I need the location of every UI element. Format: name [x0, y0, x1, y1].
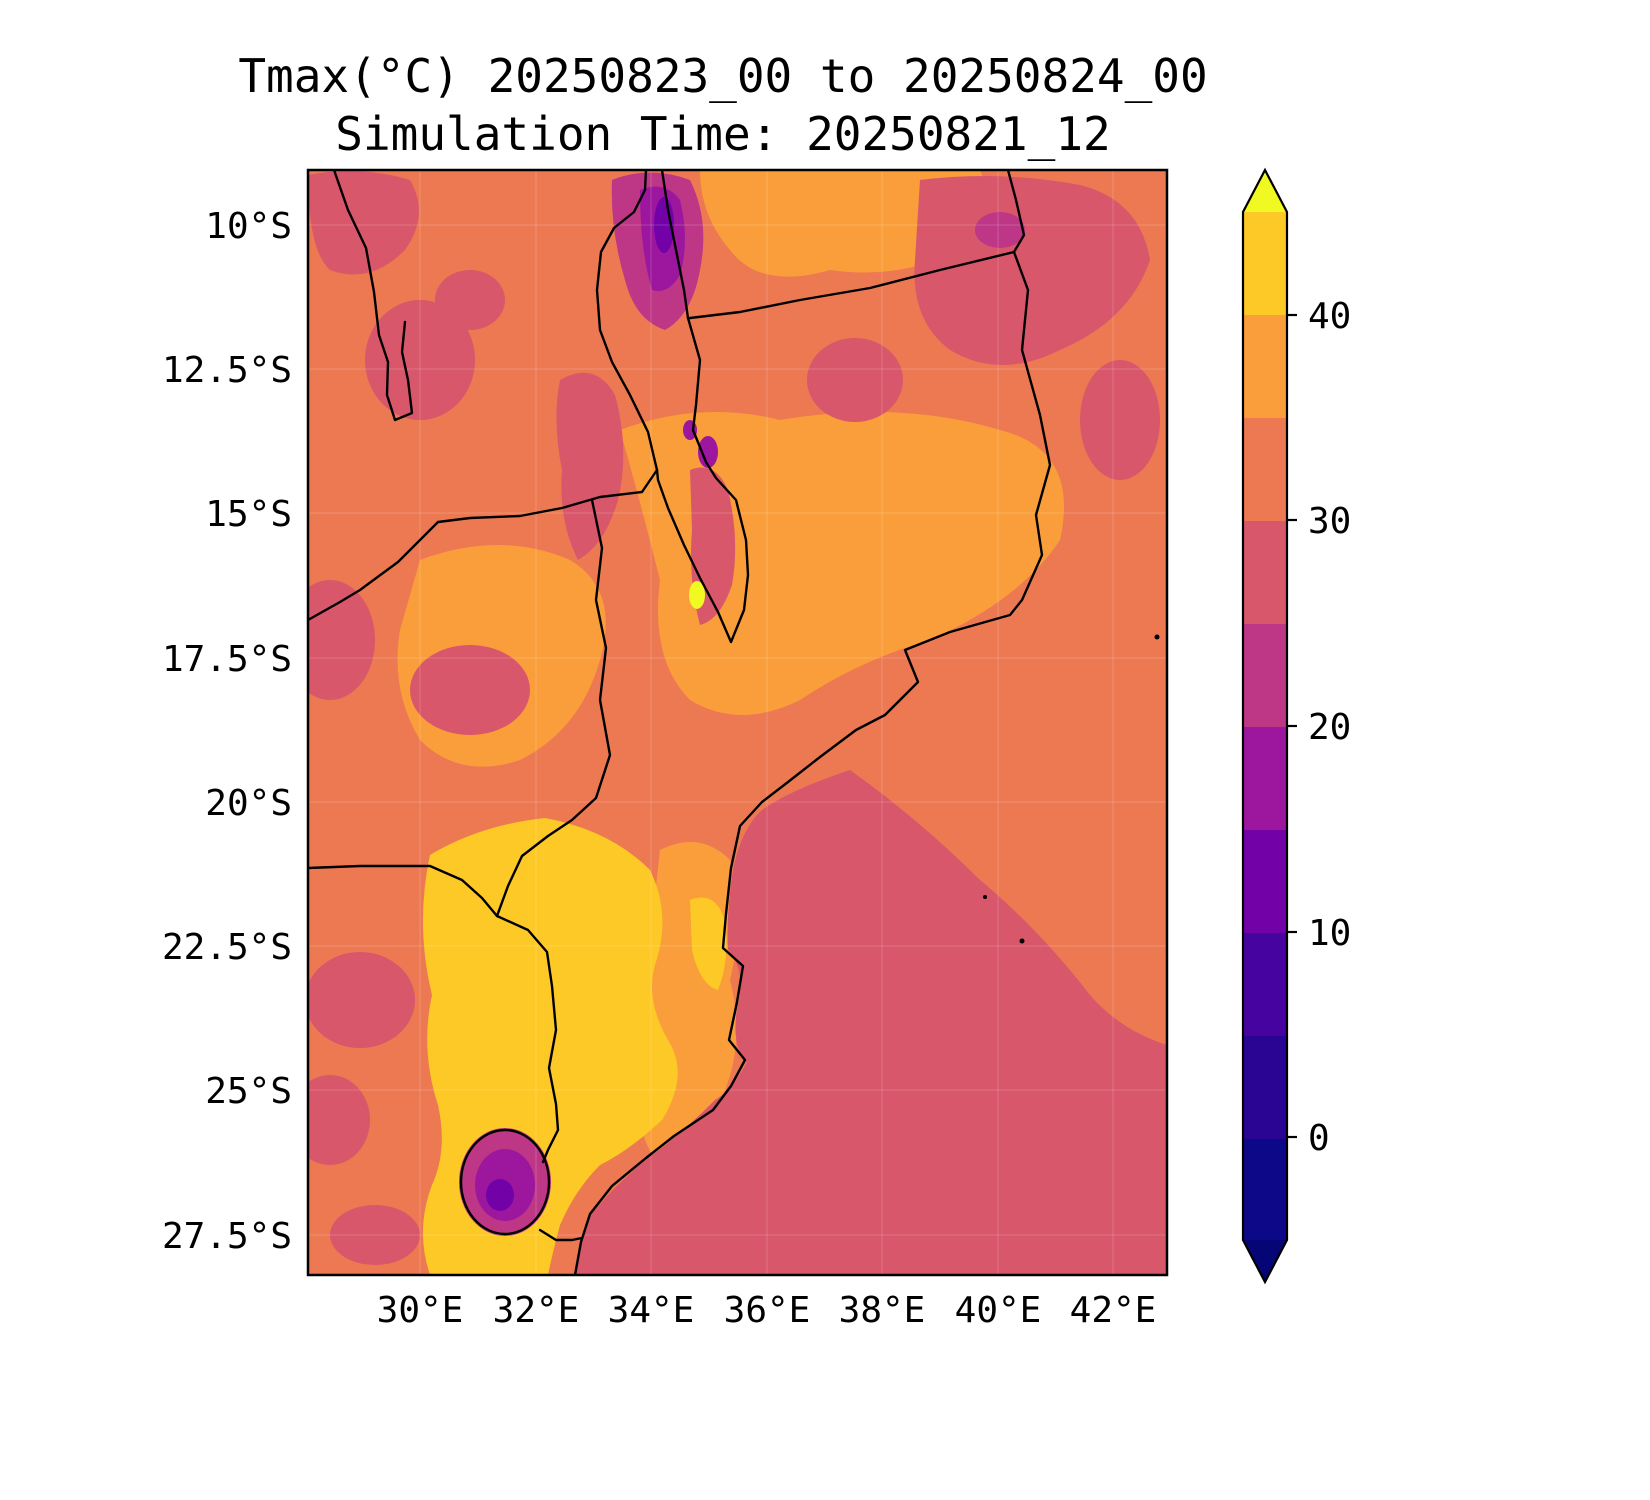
colorbar-tick-label: 40 — [1308, 296, 1351, 337]
colorbar: 40 30 20 10 0 — [1241, 167, 1351, 1285]
border-malawi-east-south — [655, 316, 750, 644]
border-malawi-east-north — [660, 170, 690, 320]
x-axis-labels: 30°E 32°E 34°E 36°E 38°E 40°E 42°E — [377, 1290, 1157, 1331]
colorbar-band — [1243, 315, 1287, 418]
island-dot-c — [1019, 938, 1025, 944]
temp-region-pink-east-a — [1080, 360, 1160, 480]
y-tick-label: 27.5°S — [162, 1216, 292, 1257]
border-zambezi-diagonal — [308, 468, 659, 622]
border-malawi-west — [595, 170, 659, 472]
island-dot-b — [983, 895, 987, 899]
country-borders — [308, 170, 1052, 1275]
axes-frame — [306, 168, 1169, 1277]
colorbar-band — [1243, 830, 1287, 933]
coastline — [573, 170, 1052, 1275]
colorbar-tick-label: 30 — [1308, 501, 1351, 542]
temp-region-hot-coast — [690, 897, 727, 990]
temp-region-pink-left-edge — [308, 580, 375, 700]
x-tick-label: 32°E — [493, 1290, 580, 1331]
colorbar-band — [1243, 624, 1287, 727]
temp-region-pink-plateau — [410, 645, 530, 735]
border-south-to-coast — [538, 1228, 584, 1242]
colorbar-band — [1243, 521, 1287, 624]
temp-region-pink-west-b — [435, 270, 505, 330]
border-botswana — [308, 864, 499, 918]
colorbar-over-arrow — [1243, 170, 1287, 212]
colorbar-band — [1243, 933, 1287, 1036]
colorbar-under-arrow — [1243, 1240, 1287, 1282]
x-tick-label: 30°E — [377, 1290, 464, 1331]
y-tick-label: 22.5°S — [162, 927, 292, 968]
island-dot-a — [1154, 634, 1160, 640]
colorbar-band — [1243, 418, 1287, 521]
map-plot-area — [308, 170, 1167, 1275]
temp-region-pink-northeast — [914, 176, 1150, 365]
colorbar-outline — [1241, 167, 1289, 1285]
colorbar-tick-marks — [1287, 313, 1297, 1139]
y-tick-label: 17.5°S — [162, 639, 292, 680]
y-axis-labels: 10°S 12.5°S 15°S 17.5°S 20°S 22.5°S 25°S… — [162, 206, 292, 1257]
temp-region-pink-southwest-c — [330, 1205, 420, 1265]
temp-region-ocean-south — [574, 770, 1167, 1275]
colorbar-tick-label: 0 — [1308, 1118, 1330, 1159]
temp-region-pink-southwest-a — [308, 952, 415, 1048]
temp-region-warm-north — [700, 170, 987, 277]
y-tick-label: 25°S — [205, 1071, 292, 1112]
temp-region-pink-southwest-b — [308, 1075, 370, 1165]
islands — [983, 634, 1160, 944]
border-eswatini — [459, 1128, 551, 1236]
border-zimbabwe-east — [495, 498, 612, 918]
colorbar-tick-label: 10 — [1308, 913, 1351, 954]
x-tick-label: 36°E — [724, 1290, 811, 1331]
x-tick-label: 42°E — [1070, 1290, 1157, 1331]
graticule — [308, 170, 1167, 1275]
colorbar-band — [1243, 727, 1287, 830]
colorbar-band — [1243, 1139, 1287, 1240]
y-tick-label: 12.5°S — [162, 350, 292, 391]
temp-region-pink-east-b — [807, 338, 903, 422]
x-tick-label: 38°E — [839, 1290, 926, 1331]
temp-region-pink-west-a — [365, 300, 475, 420]
border-south-africa — [495, 914, 560, 1164]
colorbar-tick-labels: 40 30 20 10 0 — [1308, 296, 1351, 1159]
y-tick-label: 10°S — [205, 206, 292, 247]
temp-region-very-hot-spot — [689, 581, 705, 609]
temp-region-pink-band — [556, 372, 624, 560]
border-ruvuma-north — [688, 250, 1016, 320]
border-northwest — [332, 170, 414, 422]
temp-region-magenta-northeast-spot — [975, 212, 1025, 248]
colorbar-band — [1243, 1036, 1287, 1139]
temp-region-cold-spot-a — [698, 436, 718, 468]
figure-title: Tmax(°C) 20250823_00 to 20250824_00 — [238, 49, 1207, 103]
y-tick-label: 20°S — [205, 783, 292, 824]
colorbar-band — [1243, 212, 1287, 315]
temp-region-eswatini-core — [486, 1179, 514, 1211]
colorbar-tick-label: 20 — [1308, 707, 1351, 748]
y-tick-label: 15°S — [205, 494, 292, 535]
figure-subtitle: Simulation Time: 20250821_12 — [335, 107, 1110, 161]
x-tick-label: 40°E — [955, 1290, 1042, 1331]
temp-region-pink-northwest — [308, 171, 419, 275]
x-tick-label: 34°E — [608, 1290, 695, 1331]
